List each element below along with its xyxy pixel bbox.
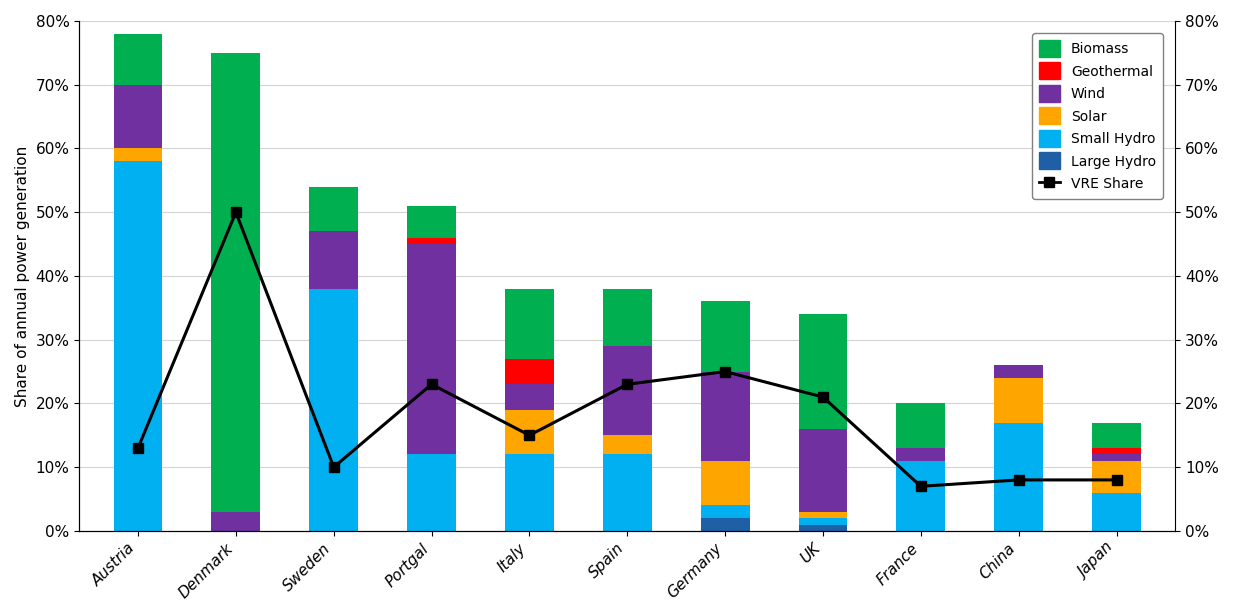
Bar [211,53,260,512]
VRE Share [1109,476,1124,484]
Bar [603,289,652,346]
Bar [995,365,1043,378]
Bar [1092,455,1141,461]
Bar [407,206,457,238]
Bar [505,359,554,384]
Bar [407,455,457,531]
VRE Share [1012,476,1027,484]
Bar [701,371,749,461]
Bar [505,384,554,410]
Line: VRE Share: VRE Share [133,208,1122,491]
Bar [798,525,848,531]
Legend: Biomass, Geothermal, Wind, Solar, Small Hydro, Large Hydro, VRE Share: Biomass, Geothermal, Wind, Solar, Small … [1032,33,1162,199]
Bar [1092,448,1141,455]
Bar [701,461,749,505]
Bar [114,34,163,85]
VRE Share [913,482,928,490]
Bar [798,314,848,429]
Bar [896,461,945,531]
Bar [995,423,1043,531]
Bar [505,455,554,531]
Bar [603,436,652,455]
VRE Share [522,432,537,439]
Bar [798,512,848,518]
Bar [505,410,554,455]
Bar [1092,493,1141,531]
Bar [896,403,945,448]
Bar [701,505,749,518]
VRE Share [718,368,733,375]
Bar [798,429,848,512]
Bar [603,346,652,436]
Bar [896,448,945,461]
Bar [701,518,749,531]
VRE Share [131,444,146,452]
VRE Share [424,381,439,388]
Bar [1092,423,1141,448]
Bar [114,161,163,531]
Bar [603,455,652,531]
Bar [798,518,848,525]
Bar [211,512,260,531]
Bar [505,289,554,359]
Bar [310,187,358,232]
Bar [701,301,749,371]
Bar [310,232,358,289]
VRE Share [619,381,634,388]
Bar [1092,461,1141,493]
Bar [407,244,457,455]
VRE Share [816,394,830,401]
Bar [114,85,163,148]
Bar [310,289,358,531]
VRE Share [326,463,341,471]
Bar [407,238,457,244]
VRE Share [228,209,243,216]
Bar [114,148,163,161]
Bar [995,378,1043,423]
Y-axis label: Share of annual power generation: Share of annual power generation [15,145,30,407]
